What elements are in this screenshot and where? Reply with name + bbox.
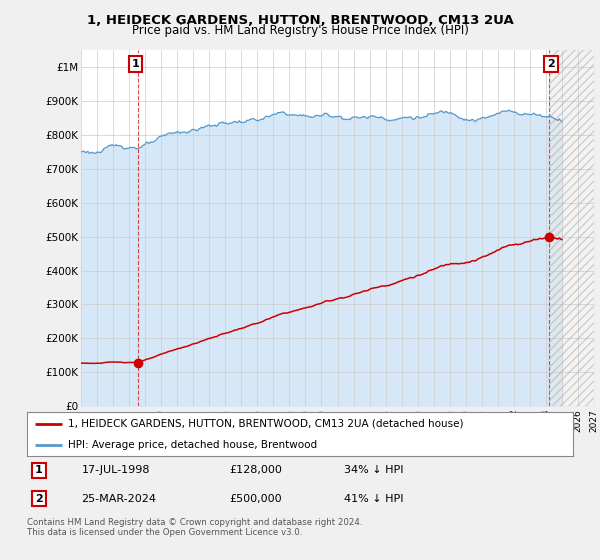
Text: 2: 2 xyxy=(547,59,555,69)
Text: 34% ↓ HPI: 34% ↓ HPI xyxy=(344,465,403,475)
Text: £500,000: £500,000 xyxy=(229,493,281,503)
Bar xyxy=(549,50,594,406)
Text: 1: 1 xyxy=(131,59,139,69)
Text: 1, HEIDECK GARDENS, HUTTON, BRENTWOOD, CM13 2UA (detached house): 1, HEIDECK GARDENS, HUTTON, BRENTWOOD, C… xyxy=(68,419,463,429)
Text: £128,000: £128,000 xyxy=(229,465,282,475)
Text: Price paid vs. HM Land Registry's House Price Index (HPI): Price paid vs. HM Land Registry's House … xyxy=(131,24,469,37)
Text: 17-JUL-1998: 17-JUL-1998 xyxy=(82,465,150,475)
Text: 1, HEIDECK GARDENS, HUTTON, BRENTWOOD, CM13 2UA: 1, HEIDECK GARDENS, HUTTON, BRENTWOOD, C… xyxy=(86,14,514,27)
Text: 2: 2 xyxy=(35,493,43,503)
Text: 41% ↓ HPI: 41% ↓ HPI xyxy=(344,493,403,503)
Text: Contains HM Land Registry data © Crown copyright and database right 2024.
This d: Contains HM Land Registry data © Crown c… xyxy=(27,518,362,538)
Text: 25-MAR-2024: 25-MAR-2024 xyxy=(82,493,157,503)
Text: HPI: Average price, detached house, Brentwood: HPI: Average price, detached house, Bren… xyxy=(68,440,317,450)
Text: 1: 1 xyxy=(35,465,43,475)
